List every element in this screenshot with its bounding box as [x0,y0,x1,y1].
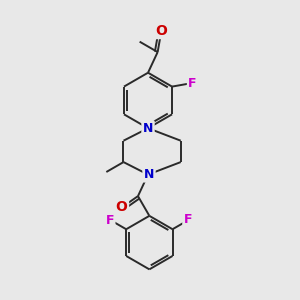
Text: F: F [188,77,197,90]
Text: N: N [144,168,154,181]
Text: N: N [143,122,153,135]
Text: O: O [155,24,167,38]
Text: F: F [184,213,192,226]
Text: F: F [106,214,114,227]
Text: O: O [116,200,128,214]
